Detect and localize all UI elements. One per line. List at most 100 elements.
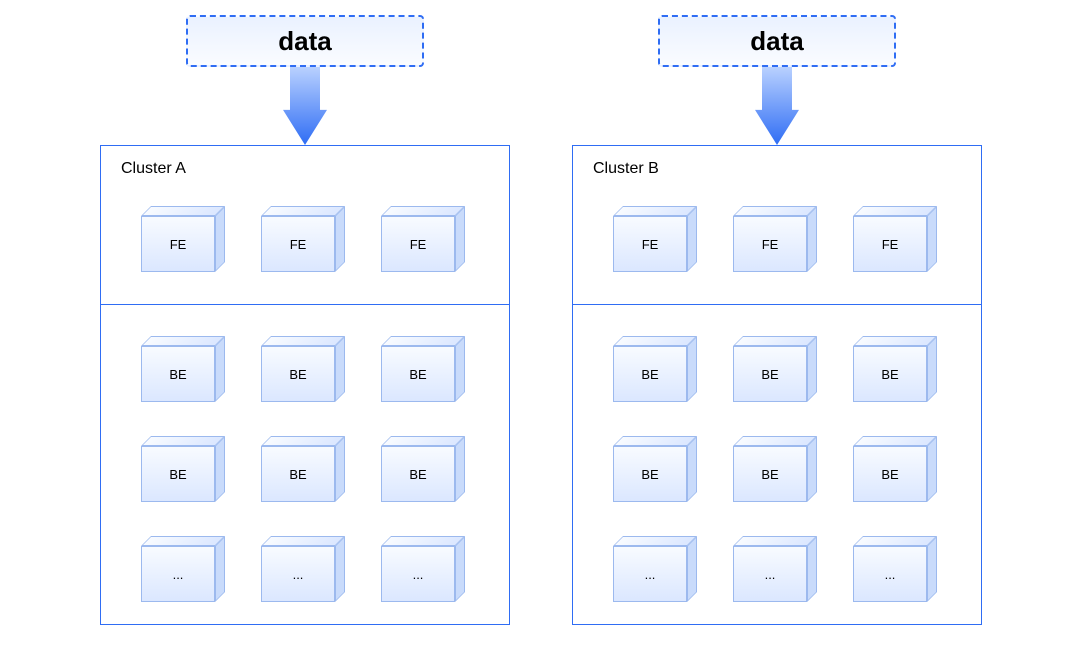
cube-side — [335, 436, 345, 502]
cube-side — [335, 206, 345, 272]
cube-top — [141, 436, 225, 446]
cube-side — [927, 436, 937, 502]
cube-top — [853, 536, 937, 546]
cube-top — [853, 436, 937, 446]
cube-side — [215, 336, 225, 402]
node-label: ... — [765, 567, 776, 582]
cube-top — [733, 206, 817, 216]
cube-front: BE — [261, 446, 335, 502]
node-label: FE — [882, 237, 899, 252]
node-label: ... — [293, 567, 304, 582]
node-label: FE — [642, 237, 659, 252]
node-fe-b-0: FE — [613, 216, 687, 272]
cluster-a: Cluster A FE FE FE BE BE BE BE BE BE......... — [100, 145, 510, 625]
cube-front: BE — [141, 446, 215, 502]
arrow-down-icon — [755, 67, 799, 145]
cube-side — [215, 206, 225, 272]
cube-side — [927, 206, 937, 272]
cube-top — [261, 436, 345, 446]
cube-top — [733, 336, 817, 346]
data-source-label: data — [278, 26, 331, 57]
node-be-b-0-2: BE — [853, 346, 927, 402]
node-be-b-2-2: ... — [853, 546, 927, 602]
cube-front: BE — [141, 346, 215, 402]
node-label: ... — [173, 567, 184, 582]
cube-top — [261, 536, 345, 546]
cube-top — [141, 206, 225, 216]
cube-top — [381, 336, 465, 346]
cube-side — [807, 206, 817, 272]
data-source-box-b: data — [658, 15, 896, 67]
node-label: BE — [761, 367, 778, 382]
cube-top — [733, 436, 817, 446]
node-fe-a-0: FE — [141, 216, 215, 272]
node-be-b-2-0: ... — [613, 546, 687, 602]
cube-top — [733, 536, 817, 546]
cube-top — [853, 206, 937, 216]
cube-side — [687, 336, 697, 402]
cube-top — [853, 336, 937, 346]
node-label: FE — [410, 237, 427, 252]
node-label: BE — [409, 367, 426, 382]
cube-front: BE — [853, 346, 927, 402]
cube-side — [335, 336, 345, 402]
node-label: BE — [289, 467, 306, 482]
cube-top — [381, 436, 465, 446]
node-be-b-0-0: BE — [613, 346, 687, 402]
node-label: ... — [413, 567, 424, 582]
cube-front: ... — [381, 546, 455, 602]
data-source-label: data — [750, 26, 803, 57]
node-be-a-2-1: ... — [261, 546, 335, 602]
node-label: FE — [762, 237, 779, 252]
cube-front: BE — [733, 446, 807, 502]
node-fe-b-2: FE — [853, 216, 927, 272]
cube-side — [687, 206, 697, 272]
node-be-a-2-2: ... — [381, 546, 455, 602]
cube-side — [455, 206, 465, 272]
cluster-title: Cluster A — [121, 160, 186, 178]
cube-top — [381, 536, 465, 546]
node-label: ... — [645, 567, 656, 582]
cube-front: BE — [613, 446, 687, 502]
node-fe-b-1: FE — [733, 216, 807, 272]
node-label: FE — [290, 237, 307, 252]
cube-front: ... — [853, 546, 927, 602]
cube-top — [613, 536, 697, 546]
node-be-a-2-0: ... — [141, 546, 215, 602]
cube-side — [215, 436, 225, 502]
node-be-a-0-2: BE — [381, 346, 455, 402]
cluster-divider — [101, 304, 509, 305]
node-label: BE — [641, 367, 658, 382]
node-label: BE — [641, 467, 658, 482]
node-be-a-1-0: BE — [141, 446, 215, 502]
cube-side — [927, 536, 937, 602]
cube-side — [455, 436, 465, 502]
node-be-a-0-0: BE — [141, 346, 215, 402]
data-source-box-a: data — [186, 15, 424, 67]
cluster-divider — [573, 304, 981, 305]
cube-front: ... — [733, 546, 807, 602]
cube-front: FE — [261, 216, 335, 272]
node-label: FE — [170, 237, 187, 252]
node-be-b-1-2: BE — [853, 446, 927, 502]
node-be-a-0-1: BE — [261, 346, 335, 402]
cube-top — [261, 336, 345, 346]
cube-side — [807, 336, 817, 402]
cube-front: FE — [141, 216, 215, 272]
cube-front: BE — [613, 346, 687, 402]
node-label: BE — [409, 467, 426, 482]
cube-front: FE — [853, 216, 927, 272]
cube-front: BE — [381, 346, 455, 402]
cube-top — [613, 336, 697, 346]
node-be-b-2-1: ... — [733, 546, 807, 602]
cube-side — [687, 436, 697, 502]
cube-front: FE — [613, 216, 687, 272]
cube-top — [141, 536, 225, 546]
cube-top — [381, 206, 465, 216]
node-label: ... — [885, 567, 896, 582]
cube-side — [927, 336, 937, 402]
cube-front: ... — [141, 546, 215, 602]
cube-front: BE — [381, 446, 455, 502]
cube-top — [613, 206, 697, 216]
cube-front: FE — [381, 216, 455, 272]
